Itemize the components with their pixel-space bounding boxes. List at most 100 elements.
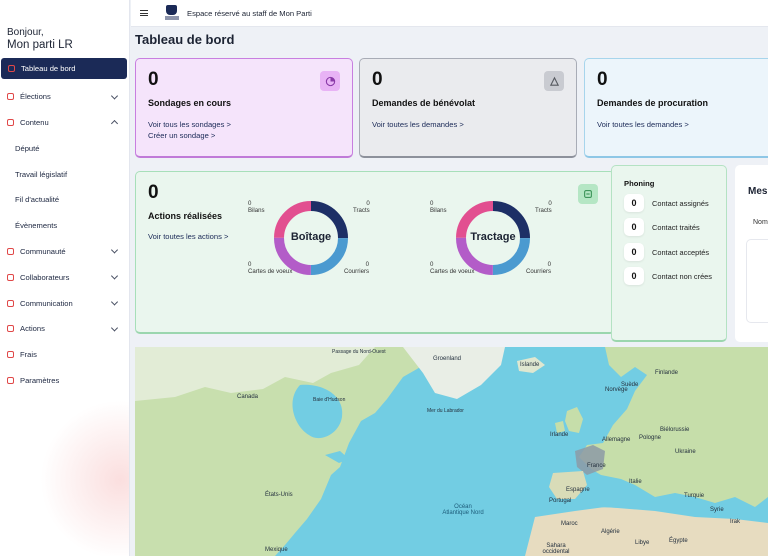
megaphone-icon	[7, 273, 14, 281]
sidebar-item-travail-legislatif[interactable]: Travail législatif	[0, 161, 129, 187]
actions-card: 0 Actions réalisées Voir toutes les acti…	[135, 171, 615, 334]
procuration-count: 0	[597, 69, 608, 90]
sidebar-nav: Tableau de bord Élections Contenu Député…	[0, 58, 129, 394]
map-label: Irlande	[550, 432, 569, 438]
map-label: Mexique	[265, 547, 288, 553]
sidebar-item-label: Collaborateurs	[20, 272, 70, 282]
map-label: Portugal	[549, 498, 572, 504]
sidebar-item-parametres[interactable]: Paramètres	[0, 368, 129, 394]
map-label: Biélorussie	[660, 427, 690, 433]
map-label: Passage du Nord-Ouest	[332, 349, 386, 355]
map-land	[135, 347, 768, 556]
benevolat-card: 0 Demandes de bénévolat Voir toutes les …	[359, 58, 577, 158]
sidebar-item-label: Communication	[20, 298, 73, 308]
world-map[interactable]: Canada Groenland Islande Passage du Nord…	[135, 347, 768, 556]
sidebar-item-collaborateurs[interactable]: Collaborateurs	[0, 264, 129, 290]
see-all-polls-link[interactable]: Voir tous les sondages >	[148, 120, 231, 129]
sidebar-item-label: Paramètres	[20, 375, 60, 385]
map-label: Irak	[730, 519, 741, 525]
sidebar-item-communaute[interactable]: Communauté	[0, 239, 129, 265]
sidebar-item-elections[interactable]: Élections	[0, 84, 129, 110]
benevolat-title: Demandes de bénévolat	[372, 98, 476, 108]
mes-subtitle: Nom	[753, 219, 768, 226]
map-label: Islande	[520, 362, 540, 368]
top-bar: Espace réservé au staff de Mon Parti	[131, 0, 768, 27]
phoning-value: 0	[624, 194, 644, 212]
donut-label-courriers: 0 Courriers	[344, 261, 370, 275]
sidebar-item-fil-actualite[interactable]: Fil d'actualité	[0, 187, 129, 213]
actions-count: 0	[148, 182, 159, 203]
megaphone-icon	[7, 247, 14, 255]
map-label: Groenland	[433, 356, 462, 362]
sidebar-item-dashboard[interactable]: Tableau de bord	[1, 58, 127, 79]
volunteer-icon	[544, 71, 564, 91]
sidebar-glow	[40, 400, 129, 556]
sidebar-item-contenu[interactable]: Contenu	[0, 110, 129, 136]
map-label: Libye	[635, 540, 650, 546]
map-label: Syrie	[710, 507, 724, 513]
see-proxy-requests-link[interactable]: Voir toutes les demandes >	[597, 120, 689, 129]
chevron-down-icon	[110, 272, 119, 280]
map-label: Espagne	[566, 487, 590, 493]
gear-icon	[7, 376, 14, 384]
donut-label-bilans: 0 Bilans	[430, 200, 447, 214]
sidebar-item-frais[interactable]: Frais	[0, 342, 129, 368]
phoning-card: Phoning 0 Contact assignés 0 Contact tra…	[611, 165, 727, 342]
sondages-card: 0 Sondages en cours Voir tous les sondag…	[135, 58, 353, 158]
donut-label-tracts: 0 Tracts	[353, 200, 370, 214]
phoning-label: Contact traités	[652, 222, 700, 232]
map-label: Finlande	[655, 370, 679, 376]
map-label: France	[587, 463, 606, 469]
sidebar-item-actions[interactable]: Actions	[0, 316, 129, 342]
phoning-row: 0 Contact non crées	[624, 267, 728, 285]
boitage-donut: Boîtage	[271, 198, 351, 278]
see-volunteer-requests-link[interactable]: Voir toutes les demandes >	[372, 120, 464, 129]
sidebar-item-label: Élections	[20, 92, 51, 102]
phoning-title: Phoning	[624, 179, 655, 188]
benevolat-count: 0	[372, 69, 383, 90]
party-name: Mon parti LR	[7, 39, 73, 51]
donut-label-cartes: 0 Cartes de voeux	[430, 261, 475, 275]
map-label: Italie	[629, 479, 642, 485]
map-label: États-Unis	[265, 492, 293, 498]
map-label: Baie d'Hudson	[313, 397, 346, 403]
chevron-down-icon	[110, 92, 119, 100]
sidebar: Bonjour, Mon parti LR Tableau de bord Él…	[0, 0, 130, 556]
party-logo	[165, 5, 179, 21]
donut-label-tracts: 0 Tracts	[535, 200, 552, 214]
dashboard-icon	[8, 65, 15, 72]
map-label: Canada	[237, 394, 259, 400]
map-label: Suède	[621, 382, 639, 388]
map-label: Océan Atlantique Nord	[442, 504, 484, 516]
sidebar-item-depute[interactable]: Député	[0, 135, 129, 161]
grid-icon	[7, 325, 14, 333]
chevron-up-icon	[110, 120, 119, 128]
menu-icon[interactable]	[140, 10, 148, 16]
sidebar-item-label: Contenu	[20, 117, 49, 127]
map-label: Turquie	[684, 493, 705, 499]
map-label: Maroc	[561, 521, 578, 527]
sidebar-item-evenements[interactable]: Évènements	[0, 213, 129, 239]
sidebar-item-label: Communauté	[20, 246, 66, 256]
donut-center-label: Tractage	[470, 231, 516, 243]
create-poll-link[interactable]: Créer un sondage >	[148, 131, 216, 140]
phoning-row: 0 Contact assignés	[624, 194, 728, 212]
sidebar-item-communication[interactable]: Communication	[0, 290, 129, 316]
actions-title: Actions réalisées	[148, 211, 223, 221]
phoning-value: 0	[624, 243, 644, 261]
page-title: Tableau de bord	[135, 32, 235, 47]
phoning-value: 0	[624, 267, 644, 285]
map-label: Allemagne	[602, 437, 631, 443]
donut-label-cartes: 0 Cartes de voeux	[248, 261, 293, 275]
chevron-down-icon	[110, 246, 119, 255]
greeting: Bonjour,	[7, 27, 44, 38]
phoning-value: 0	[624, 218, 644, 236]
sondages-count: 0	[148, 69, 159, 90]
phoning-label: Contact acceptés	[652, 247, 710, 257]
chevron-down-icon	[110, 324, 119, 332]
map-label: Sahara occidental	[542, 543, 570, 555]
map-label: Norvège	[605, 387, 628, 393]
map-label: Algérie	[601, 529, 620, 535]
sidebar-item-label: Tableau de bord	[21, 64, 76, 73]
see-all-actions-link[interactable]: Voir toutes les actions >	[148, 232, 229, 241]
